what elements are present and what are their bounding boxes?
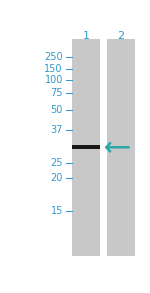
Text: 100: 100 [45, 75, 63, 85]
Text: 20: 20 [51, 173, 63, 183]
Text: 75: 75 [50, 88, 63, 98]
Text: 50: 50 [51, 105, 63, 115]
Bar [72, 39, 100, 256]
Text: 2: 2 [117, 31, 125, 41]
Bar [72, 145, 100, 149]
Bar [107, 39, 135, 256]
Text: 1: 1 [83, 31, 90, 41]
Text: 250: 250 [44, 52, 63, 62]
Text: 150: 150 [44, 64, 63, 74]
Text: 15: 15 [51, 206, 63, 216]
Text: 25: 25 [50, 158, 63, 168]
Text: 37: 37 [51, 125, 63, 135]
